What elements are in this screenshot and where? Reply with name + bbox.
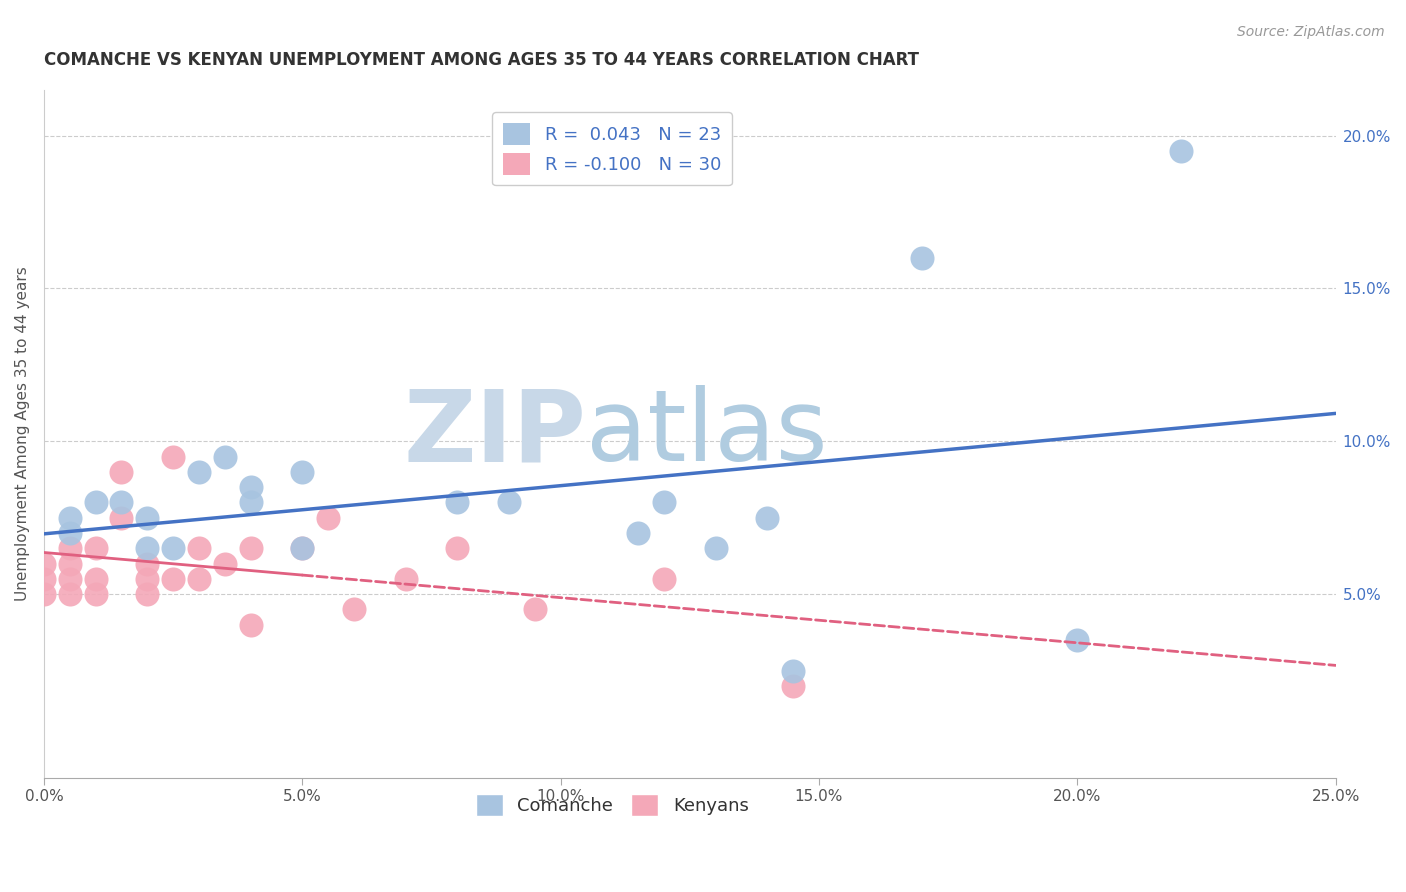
Point: [59, 572, 82, 586]
Point: [162, 541, 184, 556]
Point: [187, 541, 209, 556]
Point: [214, 450, 236, 464]
Point: [239, 617, 262, 632]
Point: [446, 495, 468, 509]
Point: [136, 572, 159, 586]
Point: [187, 465, 209, 479]
Point: [32, 557, 55, 571]
Point: [446, 541, 468, 556]
Text: Source: ZipAtlas.com: Source: ZipAtlas.com: [1237, 25, 1385, 39]
Point: [782, 679, 804, 693]
Point: [32, 572, 55, 586]
Y-axis label: Unemployment Among Ages 35 to 44 years: Unemployment Among Ages 35 to 44 years: [15, 266, 30, 601]
Point: [84, 587, 107, 601]
Legend: Comanche, Kenyans: Comanche, Kenyans: [468, 787, 756, 823]
Point: [239, 541, 262, 556]
Point: [59, 526, 82, 541]
Point: [343, 602, 366, 616]
Point: [136, 557, 159, 571]
Point: [291, 541, 314, 556]
Point: [84, 495, 107, 509]
Point: [214, 557, 236, 571]
Point: [1066, 632, 1088, 647]
Point: [652, 495, 675, 509]
Point: [239, 495, 262, 509]
Point: [59, 587, 82, 601]
Point: [136, 587, 159, 601]
Point: [187, 572, 209, 586]
Point: [162, 572, 184, 586]
Point: [239, 480, 262, 494]
Point: [59, 541, 82, 556]
Point: [162, 450, 184, 464]
Point: [59, 510, 82, 524]
Point: [84, 572, 107, 586]
Point: [136, 510, 159, 524]
Point: [627, 526, 650, 541]
Point: [498, 495, 520, 509]
Point: [316, 510, 339, 524]
Point: [110, 495, 132, 509]
Point: [110, 465, 132, 479]
Point: [782, 664, 804, 678]
Point: [1170, 144, 1192, 158]
Point: [32, 587, 55, 601]
Point: [756, 510, 779, 524]
Text: atlas: atlas: [586, 385, 828, 482]
Point: [136, 541, 159, 556]
Point: [394, 572, 416, 586]
Point: [291, 465, 314, 479]
Point: [911, 251, 934, 265]
Point: [59, 557, 82, 571]
Text: COMANCHE VS KENYAN UNEMPLOYMENT AMONG AGES 35 TO 44 YEARS CORRELATION CHART: COMANCHE VS KENYAN UNEMPLOYMENT AMONG AG…: [44, 51, 920, 69]
Point: [84, 541, 107, 556]
Point: [523, 602, 546, 616]
Point: [110, 510, 132, 524]
Point: [291, 541, 314, 556]
Point: [652, 572, 675, 586]
Text: ZIP: ZIP: [404, 385, 586, 482]
Point: [704, 541, 727, 556]
